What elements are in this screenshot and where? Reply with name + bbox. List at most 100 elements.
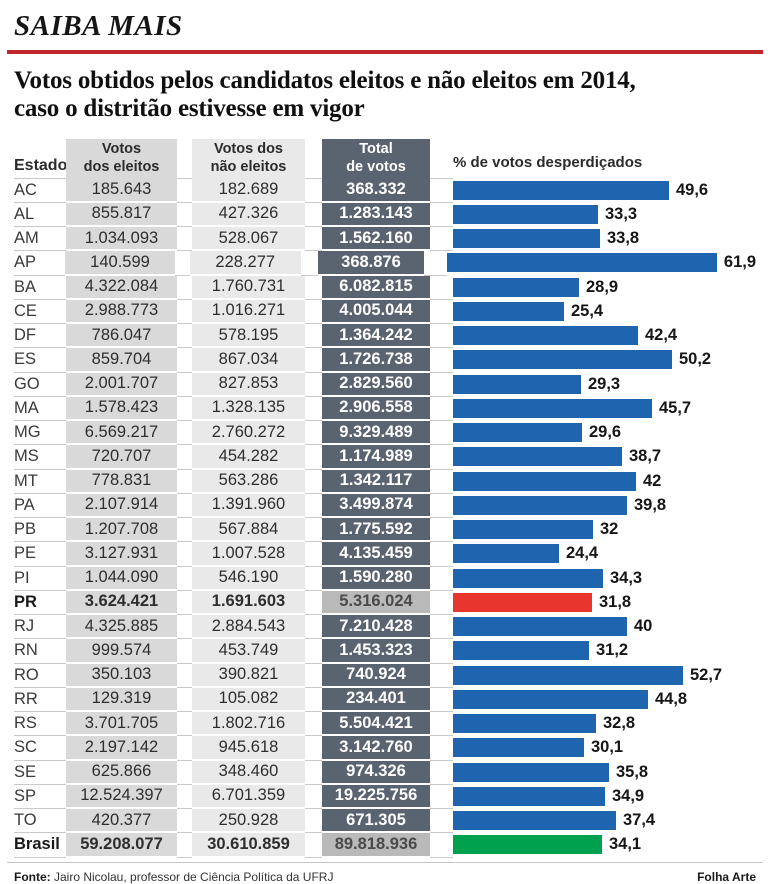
column-gap bbox=[177, 542, 192, 567]
wasted-votes-percent-label: 29,3 bbox=[588, 374, 621, 393]
wasted-votes-bar bbox=[453, 520, 593, 540]
bar-cell: 42,4 bbox=[453, 324, 756, 348]
table-row: RJ 4.325.885 2.884.543 7.210.428 40 bbox=[14, 615, 756, 640]
column-gap bbox=[305, 664, 322, 688]
votes-elected-value: 2.197.142 bbox=[66, 736, 177, 761]
table-header-row: Estado Votos dos eleitos Votos dos não e… bbox=[14, 138, 756, 179]
votes-elected-value: 129.319 bbox=[66, 687, 177, 712]
votes-not-elected-value: 1.016.271 bbox=[192, 299, 305, 324]
bar-cell: 34,9 bbox=[453, 785, 756, 809]
wasted-votes-bar bbox=[453, 423, 582, 443]
votes-not-elected-value: 182.689 bbox=[192, 178, 305, 203]
state-label: AP bbox=[14, 251, 66, 276]
votes-not-elected-value: 546.190 bbox=[192, 566, 305, 591]
column-gap bbox=[300, 251, 318, 276]
column-gap bbox=[177, 300, 192, 324]
column-gap bbox=[430, 567, 453, 591]
votes-not-elected-value: 945.618 bbox=[192, 736, 305, 761]
wasted-votes-bar bbox=[453, 786, 605, 806]
column-gap bbox=[177, 761, 192, 785]
wasted-votes-percent-label: 37,4 bbox=[623, 811, 656, 830]
total-votes-value: 4.005.044 bbox=[322, 299, 430, 324]
wasted-votes-bar bbox=[453, 665, 683, 685]
table-row: PE 3.127.931 1.007.528 4.135.459 24,4 bbox=[14, 542, 756, 567]
column-gap bbox=[430, 276, 453, 300]
column-gap bbox=[177, 833, 192, 858]
table-row: GO 2.001.707 827.853 2.829.560 29,3 bbox=[14, 372, 756, 397]
column-gap bbox=[305, 300, 322, 324]
column-gap bbox=[430, 203, 453, 227]
source-text: Jairo Nicolau, professor de Ciência Polí… bbox=[50, 869, 334, 884]
total-votes-value: 1.342.117 bbox=[322, 469, 430, 494]
wasted-votes-percent-label: 52,7 bbox=[690, 665, 723, 684]
votes-elected-value: 1.207.708 bbox=[66, 518, 177, 543]
wasted-votes-percent-label: 32,8 bbox=[603, 714, 636, 733]
bar-cell: 29,3 bbox=[453, 373, 756, 397]
votes-elected-value: 786.047 bbox=[66, 324, 177, 349]
bar-cell: 39,8 bbox=[453, 494, 756, 518]
total-votes-value: 368.876 bbox=[317, 251, 425, 276]
column-gap bbox=[430, 518, 453, 543]
votes-not-elected-value: 454.282 bbox=[192, 445, 305, 470]
wasted-votes-bar bbox=[453, 641, 589, 661]
wasted-votes-bar bbox=[453, 714, 596, 734]
votes-elected-value: 1.578.423 bbox=[66, 396, 177, 421]
total-votes-value: 7.210.428 bbox=[322, 615, 430, 640]
table-row: AM 1.034.093 528.067 1.562.160 33,8 bbox=[14, 227, 756, 252]
total-votes-value: 2.829.560 bbox=[322, 372, 430, 397]
bar-cell: 31,8 bbox=[453, 591, 756, 615]
state-label: MT bbox=[14, 470, 66, 494]
wasted-votes-percent-label: 34,1 bbox=[609, 835, 642, 854]
wasted-votes-bar bbox=[453, 350, 672, 370]
total-votes-value: 1.283.143 bbox=[322, 202, 430, 227]
column-gap bbox=[177, 324, 192, 349]
bar-cell: 32,8 bbox=[453, 712, 756, 736]
red-rule-divider bbox=[7, 50, 763, 54]
table-row: RO 350.103 390.821 740.924 52,7 bbox=[14, 663, 756, 688]
table-row: RN 999.574 453.749 1.453.323 31,2 bbox=[14, 639, 756, 664]
column-gap bbox=[177, 518, 192, 543]
column-gap bbox=[305, 373, 322, 397]
state-label: RR bbox=[14, 688, 66, 712]
total-votes-value: 974.326 bbox=[322, 760, 430, 785]
wasted-votes-bar bbox=[453, 229, 600, 249]
column-gap bbox=[430, 542, 453, 567]
total-votes-value: 1.453.323 bbox=[322, 639, 430, 664]
votes-elected-value: 4.325.885 bbox=[66, 615, 177, 640]
votes-not-elected-value: 1.760.731 bbox=[192, 275, 305, 300]
total-votes-value: 740.924 bbox=[322, 663, 430, 688]
bar-cell: 24,4 bbox=[453, 542, 756, 566]
wasted-votes-percent-label: 31,8 bbox=[599, 592, 632, 611]
votes-not-elected-value: 348.460 bbox=[192, 760, 305, 785]
votes-not-elected-value: 1.328.135 bbox=[192, 396, 305, 421]
column-gap bbox=[305, 639, 322, 664]
total-votes-value: 4.135.459 bbox=[322, 542, 430, 567]
column-gap bbox=[305, 809, 322, 834]
page-title: Votos obtidos pelos candidatos eleitos e… bbox=[14, 67, 756, 124]
column-gap bbox=[305, 445, 322, 470]
wasted-votes-bar bbox=[453, 835, 602, 855]
table-row: SE 625.866 348.460 974.326 35,8 bbox=[14, 760, 756, 785]
votes-not-elected-value: 567.884 bbox=[192, 518, 305, 543]
column-header-estado: Estado bbox=[14, 139, 67, 179]
column-gap bbox=[177, 664, 192, 688]
column-gap bbox=[177, 397, 192, 421]
column-gap bbox=[305, 518, 322, 543]
state-label: SP bbox=[14, 785, 66, 809]
column-gap bbox=[305, 785, 322, 809]
wasted-votes-percent-label: 50,2 bbox=[679, 350, 712, 369]
wasted-votes-bar bbox=[453, 738, 584, 758]
wasted-votes-percent-label: 34,3 bbox=[610, 568, 643, 587]
column-gap bbox=[305, 736, 322, 761]
source-label: Fonte: bbox=[14, 869, 51, 884]
column-gap bbox=[430, 591, 453, 615]
table-row: SC 2.197.142 945.618 3.142.760 30,1 bbox=[14, 736, 756, 761]
column-gap bbox=[305, 688, 322, 712]
page-title-line1: Votos obtidos pelos candidatos eleitos e… bbox=[14, 67, 636, 94]
column-gap bbox=[177, 809, 192, 834]
column-gap bbox=[305, 179, 322, 203]
state-label: PR bbox=[14, 591, 66, 615]
column-gap bbox=[177, 688, 192, 712]
wasted-votes-bar bbox=[453, 544, 559, 564]
